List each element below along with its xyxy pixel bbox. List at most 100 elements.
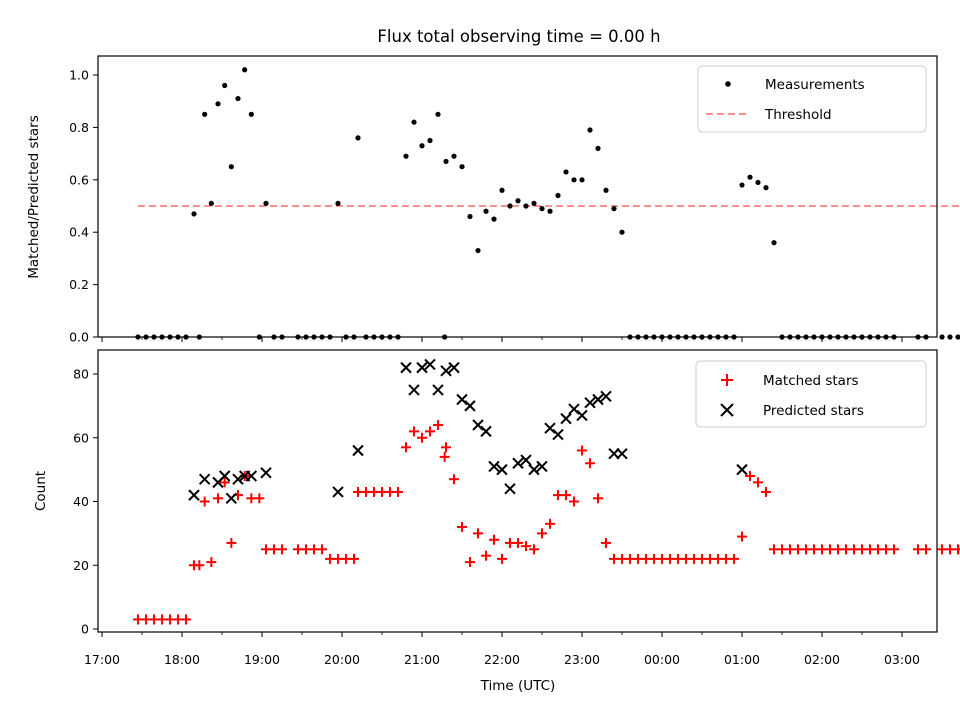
measurement-point (191, 211, 197, 217)
bottom-y-ticks: 0 20 40 60 80 (73, 367, 98, 637)
predicted-x-b (198, 473, 211, 485)
predicted-x-b (332, 486, 344, 498)
predicted-x-b (232, 473, 244, 485)
matched-star-point (441, 442, 451, 453)
predicted-star-point (352, 444, 364, 457)
predicted-star-point (536, 460, 548, 473)
predicted-x-b (488, 460, 500, 473)
predicted-star-point (480, 425, 492, 438)
top-y-tick-label: 0.4 (69, 225, 89, 240)
measurement-point (515, 198, 521, 204)
measurement-point (579, 177, 585, 183)
measurement-point (747, 174, 753, 180)
measurement-point (451, 153, 457, 159)
measurement-point (419, 143, 425, 149)
measurement-point (335, 200, 341, 206)
predicted-star-point (520, 454, 532, 466)
predicted-star-point (432, 384, 444, 396)
x-axis-label: Time (UTC) (480, 678, 556, 694)
predicted-x-b (245, 470, 258, 482)
bottom-x-tick-label: 20:00 (324, 652, 360, 667)
top-panel: 0.0 0.2 0.4 0.6 0.8 1.0 Matched/Predicted sta… (26, 55, 960, 345)
matched-star-point (254, 493, 265, 504)
matched-star-point (219, 477, 230, 488)
predicted-x-b (352, 444, 364, 457)
predicted-star-point (198, 473, 211, 485)
predicted-star-point (488, 460, 500, 473)
measurement-point (947, 334, 953, 340)
predicted-x-b (584, 396, 596, 409)
predicted-x-b (600, 390, 612, 403)
measurement-point (763, 185, 769, 191)
bottom-x-tick-label: 22:00 (484, 652, 520, 667)
bottom-x-tick-label: 21:00 (404, 652, 440, 667)
bottom-y-tick-label: 60 (73, 430, 89, 445)
matched-star-point (206, 557, 217, 568)
measurement-point (531, 200, 537, 206)
matched-star-point (593, 493, 603, 504)
measurement-point (355, 135, 361, 141)
predicted-star-point (245, 470, 258, 482)
predicted-star-point (424, 358, 436, 371)
predicted-x-b (576, 409, 588, 422)
matched-star-point (753, 477, 763, 488)
predicted-x-b (528, 463, 540, 476)
measurement-point (435, 111, 441, 117)
measurement-point (955, 334, 960, 340)
predicted-x-b (472, 419, 484, 431)
legend-matched-marker (721, 374, 733, 386)
bottom-y-tick-label: 40 (73, 494, 89, 509)
measurement-point (459, 164, 465, 170)
measurement-point (467, 213, 473, 220)
predicted-star-point (218, 470, 231, 482)
measurement-point (771, 240, 777, 246)
measurement-point (208, 200, 214, 206)
predicted-x-b (218, 470, 231, 482)
measurement-point (411, 119, 417, 125)
predicted-star-point (736, 463, 748, 476)
predicted-x-b (448, 361, 460, 374)
measurement-point (755, 179, 761, 186)
predicted-x-b (560, 412, 572, 425)
top-legend: Measurements Threshold (697, 65, 927, 133)
predicted-star-point (472, 419, 484, 431)
bottom-marks (133, 358, 960, 625)
bottom-x-tick-label: 01:00 (724, 652, 760, 667)
predicted-x-b (552, 428, 564, 441)
measurement-point (222, 82, 228, 89)
matched-star-point (585, 458, 595, 469)
matched-star-point (449, 474, 459, 485)
measurement-point (939, 334, 945, 340)
legend-measurements-marker (725, 81, 731, 87)
predicted-x-b (536, 460, 548, 473)
top-x-ticks (101, 337, 903, 342)
measurement-point (483, 208, 489, 214)
predicted-x-b (504, 483, 516, 495)
legend-predicted-marker (720, 403, 734, 417)
measurement-point (403, 153, 409, 159)
predicted-x-b (424, 358, 436, 371)
predicted-star-point (560, 412, 572, 425)
bottom-x-tick-label: 17:00 (84, 652, 120, 667)
matched-star-point (317, 544, 327, 555)
predicted-x-b (416, 361, 428, 374)
measurement-point (547, 208, 553, 214)
measurement-point (563, 169, 569, 175)
legend-predicted-label: Predicted stars (763, 403, 864, 419)
predicted-star-point (448, 361, 460, 374)
matched-star-point (513, 537, 523, 548)
matched-star-point (601, 537, 611, 548)
top-y-tick-label: 0.0 (69, 330, 89, 345)
bottom-legend: Matched stars Predicted stars (695, 360, 927, 428)
legend-threshold-label: Threshold (764, 107, 832, 123)
predicted-star-point (504, 483, 516, 495)
top-y-tick-label: 0.8 (69, 120, 89, 135)
measurement-point (475, 247, 481, 254)
matched-star-point (497, 553, 507, 564)
measurement-point (202, 111, 208, 117)
predicted-star-point (592, 393, 604, 406)
predicted-star-point (496, 463, 508, 476)
matched-star-point (349, 553, 359, 564)
measurement-point (619, 229, 625, 235)
bottom-axes-frame (97, 349, 938, 633)
